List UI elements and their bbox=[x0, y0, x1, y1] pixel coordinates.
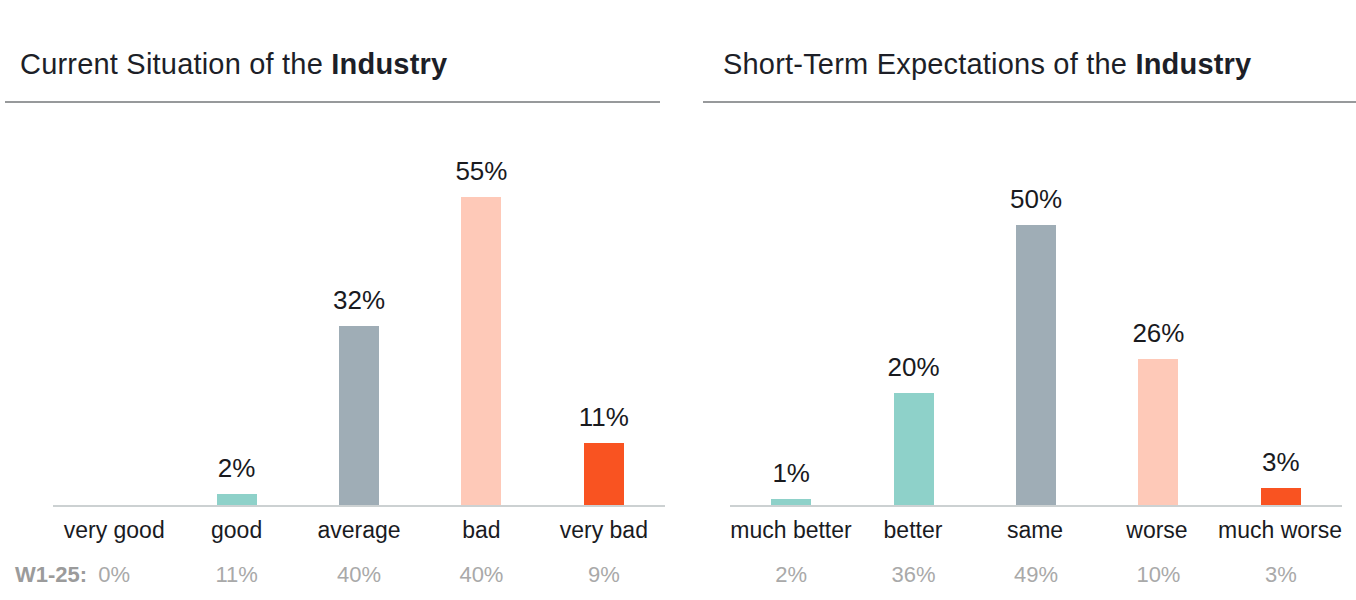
bar-column: 20% bbox=[852, 125, 974, 505]
bar-value-label: 32% bbox=[298, 285, 420, 316]
footer-value: 3% bbox=[1220, 562, 1342, 588]
footer-value: 0% bbox=[53, 562, 175, 588]
plot-area-current-situation: 2% 32% 55% 11% bbox=[53, 125, 665, 507]
chart-title-current-situation: Current Situation of the Industry bbox=[20, 48, 447, 81]
bar-column: 26% bbox=[1097, 125, 1219, 505]
chart-title-short-term-expectations: Short-Term Expectations of the Industry bbox=[723, 48, 1251, 81]
category-axis-current-situation: very goodgoodaveragebadvery bad bbox=[53, 517, 665, 544]
category-label: better bbox=[852, 517, 974, 544]
category-label: average bbox=[298, 517, 420, 544]
category-label: much worse bbox=[1218, 517, 1342, 544]
plot-area-short-term-expectations: 1% 20% 50% 26% 3% bbox=[730, 125, 1342, 507]
bar-column: 1% bbox=[730, 125, 852, 505]
survey-bar-charts: Current Situation of the Industry 2% 32% 5… bbox=[0, 0, 1356, 600]
bar bbox=[1261, 488, 1301, 505]
footer-value: 10% bbox=[1097, 562, 1219, 588]
bar-column: 11% bbox=[543, 125, 665, 505]
chart-title-normal: Current Situation of the bbox=[20, 48, 331, 80]
bar-value-label: 50% bbox=[975, 184, 1097, 215]
chart-title-bold: Industry bbox=[1135, 48, 1251, 80]
bar bbox=[339, 326, 379, 505]
bar bbox=[584, 443, 624, 505]
bar-value-label: 2% bbox=[175, 453, 297, 484]
panel-current-situation: Current Situation of the Industry 2% 32% 5… bbox=[5, 0, 660, 600]
bar bbox=[217, 494, 257, 505]
category-label: much better bbox=[730, 517, 852, 544]
footer-value: 2% bbox=[730, 562, 852, 588]
bar-value-label: 26% bbox=[1097, 318, 1219, 349]
footer-value: 36% bbox=[852, 562, 974, 588]
bar-column: 2% bbox=[175, 125, 297, 505]
bar bbox=[1016, 225, 1056, 505]
bar-column: 55% bbox=[420, 125, 542, 505]
bar-column bbox=[53, 125, 175, 505]
chart-title-normal: Short-Term Expectations of the bbox=[723, 48, 1135, 80]
bar-column: 50% bbox=[975, 125, 1097, 505]
bar bbox=[894, 393, 934, 505]
footer-value: 40% bbox=[420, 562, 542, 588]
chart-title-bold: Industry bbox=[331, 48, 447, 80]
panel-short-term-expectations: Short-Term Expectations of the Industry … bbox=[703, 0, 1356, 600]
footer-value: 49% bbox=[975, 562, 1097, 588]
category-label: good bbox=[175, 517, 297, 544]
bar-value-label: 55% bbox=[420, 156, 542, 187]
title-rule bbox=[5, 101, 660, 103]
footer-row-short-term-expectations: 2%36%49%10%3% bbox=[730, 562, 1342, 588]
bar bbox=[771, 499, 811, 505]
category-label: same bbox=[974, 517, 1096, 544]
footer-value: 9% bbox=[543, 562, 665, 588]
category-label: worse bbox=[1096, 517, 1218, 544]
bar-column: 3% bbox=[1220, 125, 1342, 505]
bar-value-label: 1% bbox=[730, 458, 852, 489]
footer-row-current-situation: 0%11%40%40%9% bbox=[53, 562, 665, 588]
bar-value-label: 3% bbox=[1220, 447, 1342, 478]
bar-value-label: 20% bbox=[852, 352, 974, 383]
category-label: very good bbox=[53, 517, 175, 544]
bar-column: 32% bbox=[298, 125, 420, 505]
category-axis-short-term-expectations: much betterbettersameworsemuch worse bbox=[730, 517, 1342, 544]
title-rule bbox=[703, 101, 1356, 103]
bar bbox=[1138, 359, 1178, 505]
footer-value: 11% bbox=[175, 562, 297, 588]
category-label: bad bbox=[420, 517, 542, 544]
bar bbox=[461, 197, 501, 505]
bar-value-label: 11% bbox=[543, 402, 665, 433]
footer-value: 40% bbox=[298, 562, 420, 588]
category-label: very bad bbox=[543, 517, 665, 544]
